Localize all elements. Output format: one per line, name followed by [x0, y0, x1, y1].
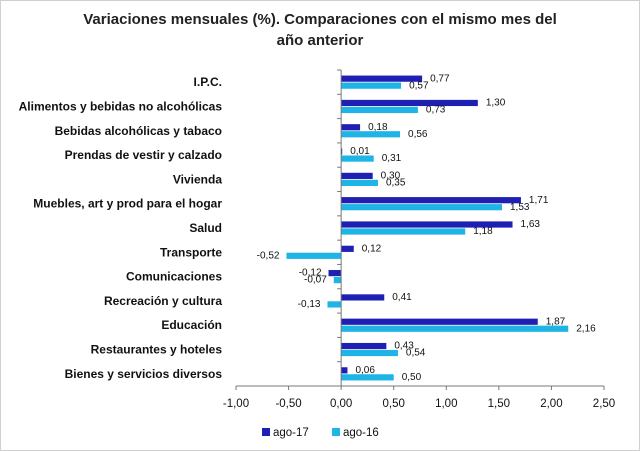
- category-label: Vivienda: [173, 172, 222, 186]
- category-label: Bebidas alcohólicas y tabaco: [55, 124, 222, 138]
- data-label: 0,57: [409, 80, 429, 91]
- bar-ago-16: [341, 82, 402, 89]
- bar-ago-17: [341, 124, 361, 131]
- x-tick-label: -0,50: [275, 398, 301, 410]
- bar-ago-17: [341, 294, 385, 301]
- x-tick-label: 2,00: [540, 398, 562, 410]
- data-label: 0,18: [368, 122, 388, 133]
- data-label: 0,43: [394, 341, 414, 352]
- category-label: Comunicaciones: [126, 270, 222, 284]
- category-label: I.P.C.: [194, 75, 222, 89]
- data-label: 0,54: [406, 348, 426, 359]
- legend-label: ago-17: [273, 427, 309, 439]
- data-label: 0,35: [386, 177, 406, 188]
- bar-ago-17: [341, 245, 354, 252]
- data-label: 1,71: [529, 195, 549, 206]
- data-label: 0,31: [382, 153, 402, 164]
- data-label: -0,12: [299, 268, 322, 279]
- data-label: 1,30: [486, 98, 506, 109]
- x-tick-label: 1,00: [435, 398, 457, 410]
- category-label: Recreación y cultura: [104, 294, 222, 308]
- category-label: Bienes y servicios diversos: [65, 367, 223, 381]
- legend-swatch-ago-16: [332, 428, 340, 436]
- x-tick-label: 2,50: [593, 398, 615, 410]
- bar-ago-16: [341, 106, 418, 114]
- x-tick-label: 0,00: [330, 398, 352, 410]
- data-label: 0,06: [355, 365, 375, 376]
- bar-ago-17: [328, 270, 342, 277]
- bar-ago-17: [341, 367, 348, 374]
- data-label: 1,63: [521, 219, 541, 230]
- category-label: Educación: [161, 318, 222, 332]
- bar-ago-17: [341, 318, 538, 325]
- bar-ago-17: [341, 99, 478, 107]
- bar-ago-16: [341, 179, 378, 186]
- x-tick-label: 1,50: [488, 398, 510, 410]
- data-label: 0,12: [362, 243, 382, 254]
- data-label: 0,30: [381, 170, 401, 181]
- data-label: 1,18: [473, 226, 493, 237]
- bar-ago-17: [341, 197, 521, 204]
- bar-ago-16: [327, 301, 342, 308]
- data-label: -0,52: [257, 250, 280, 261]
- bar-ago-16: [341, 325, 569, 332]
- bar-ago-17: [341, 75, 423, 82]
- bar-ago-17: [341, 172, 373, 179]
- bar-ago-17: [341, 148, 343, 155]
- data-label: 0,01: [350, 146, 370, 157]
- bar-ago-16: [341, 349, 398, 357]
- bar-ago-16: [333, 277, 342, 284]
- bar-ago-16: [341, 131, 401, 138]
- legend-label: ago-16: [343, 427, 379, 439]
- bar-ago-17: [341, 342, 387, 350]
- data-label: 1,87: [546, 316, 566, 327]
- bar-ago-16: [341, 204, 503, 211]
- data-label: 0,56: [408, 129, 428, 140]
- bar-ago-17: [341, 221, 513, 228]
- bar-ago-16: [341, 155, 374, 162]
- bar-ago-16: [286, 252, 342, 259]
- bar-ago-16: [341, 228, 466, 235]
- data-label: 0,41: [392, 292, 412, 303]
- category-label: Salud: [189, 221, 222, 235]
- data-label: 0,77: [430, 73, 450, 84]
- data-label: 1,53: [510, 202, 530, 213]
- chart-title-line: Variaciones mensuales (%). Comparaciones…: [83, 11, 557, 28]
- category-label: Alimentos y bebidas no alcohólicas: [19, 99, 223, 113]
- legend-swatch-ago-17: [262, 428, 270, 436]
- data-label: 2,16: [576, 323, 596, 334]
- category-label: Restaurantes y hoteles: [91, 343, 223, 357]
- category-label: Muebles, art y prod para el hogar: [33, 197, 222, 211]
- data-label: 0,73: [426, 105, 446, 116]
- data-label: -0,13: [298, 299, 321, 310]
- bar-ago-16: [341, 374, 394, 381]
- category-label: Transporte: [160, 245, 222, 259]
- chart-title-line: año anterior: [277, 32, 364, 49]
- x-tick-label: -1,00: [223, 398, 249, 410]
- x-tick-label: 0,50: [383, 398, 405, 410]
- category-label: Prendas de vestir y calzado: [65, 148, 222, 162]
- data-label: 0,50: [402, 372, 422, 383]
- data-label: -0,07: [304, 275, 327, 286]
